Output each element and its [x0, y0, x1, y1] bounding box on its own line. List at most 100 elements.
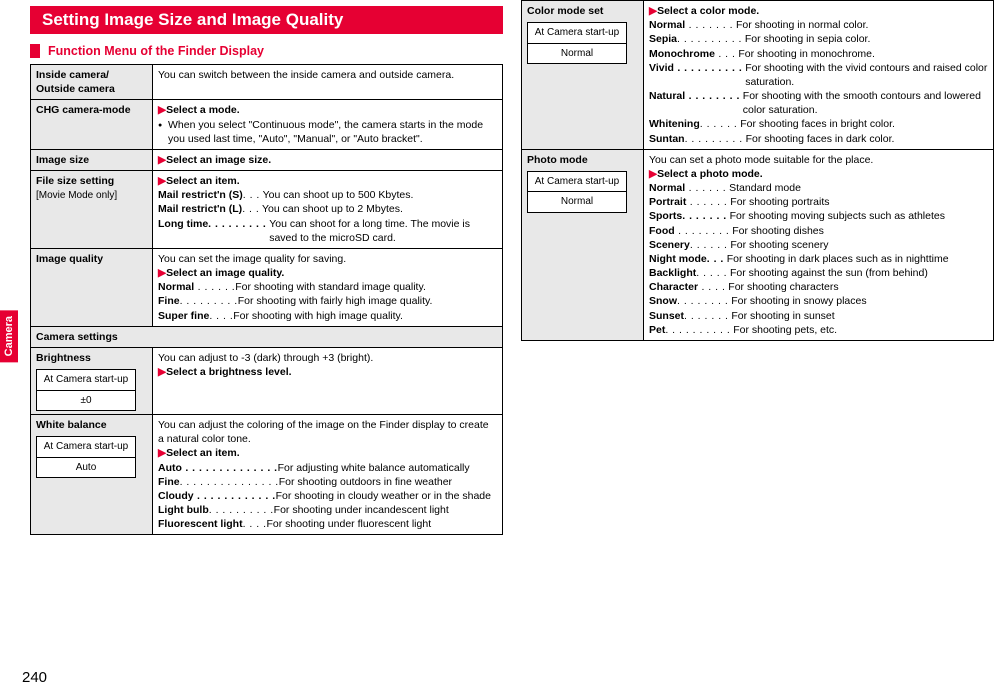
cell-label: Color mode set At Camera start-up Normal: [522, 1, 644, 150]
opt-desc: For shooting outdoors in fine weather: [279, 476, 452, 488]
dots: . . .: [242, 203, 259, 215]
opt-desc: For shooting faces in bright color.: [740, 118, 895, 130]
opt-desc: For shooting scenery: [730, 239, 828, 251]
row-camera-settings-head: Camera settings: [31, 326, 503, 347]
opt-row: Long time. . . . . . . . . You can shoot…: [158, 217, 497, 245]
dots: . . . . . . . .: [677, 295, 728, 307]
triangle-icon: ▶: [158, 267, 166, 279]
opt-term: Fine: [158, 295, 180, 307]
content-columns: Setting Image Size and Image Quality Fun…: [30, 0, 994, 662]
dots: . . .: [715, 48, 736, 60]
opt-row: Night mode. . . For shooting in dark pla…: [649, 252, 988, 266]
opt-row: Sepia. . . . . . . . . . For shooting in…: [649, 32, 988, 46]
opt-desc: For shooting with the smooth contours an…: [743, 89, 988, 117]
default-table: At Camera start-up ±0: [36, 369, 136, 411]
settings-table-left: Inside camera/ Outside camera You can sw…: [30, 64, 503, 535]
opt-term: Food: [649, 225, 675, 237]
opt-row: Whitening. . . . . . For shooting faces …: [649, 117, 988, 131]
dots: . . . . . .: [685, 182, 726, 194]
row-image-size: Image size ▶Select an image size.: [31, 149, 503, 170]
dots: . . . . . . . . .: [685, 133, 743, 145]
opt-desc: For adjusting white balance automaticall…: [278, 461, 497, 475]
label-line1: Inside camera/: [36, 69, 109, 81]
triangle-icon: ▶: [158, 175, 166, 187]
opt-term: Mail restrict'n (L): [158, 203, 242, 215]
cell-label: White balance At Camera start-up Auto: [31, 415, 153, 535]
right-column: Color mode set At Camera start-up Normal…: [521, 0, 994, 662]
cell-desc: ▶Select a mode. When you select "Continu…: [153, 100, 503, 150]
opt-desc: For shooting in dark places such as in n…: [727, 252, 988, 266]
head-text: Select an image size.: [166, 154, 271, 166]
dots: . . . . . . . . . .: [209, 504, 274, 516]
dots: . . . . . . .: [685, 19, 733, 31]
row-color-mode: Color mode set At Camera start-up Normal…: [522, 1, 994, 150]
opt-desc: For shooting faces in dark color.: [746, 133, 895, 145]
opt-desc: You can shoot up to 2 Mbytes.: [262, 203, 403, 215]
default-table: At Camera start-up Auto: [36, 436, 136, 478]
opt-desc: For shooting in sunset: [731, 310, 834, 322]
opt-term: Fine: [158, 476, 180, 488]
cell-desc: You can set the image quality for saving…: [153, 248, 503, 326]
label-text: Photo mode: [527, 154, 588, 166]
label-text: White balance: [36, 419, 107, 431]
opt-desc: For shooting with standard image quality…: [235, 281, 426, 293]
row-image-quality: Image quality You can set the image qual…: [31, 248, 503, 326]
span-head: Camera settings: [31, 326, 503, 347]
opt-desc: For shooting dishes: [732, 225, 824, 237]
default-key: At Camera start-up: [37, 437, 136, 458]
opt-row: Normal . . . . . . . For shooting in nor…: [649, 18, 988, 32]
row-inside-outside: Inside camera/ Outside camera You can sw…: [31, 65, 503, 100]
opt-row: Vivid . . . . . . . . . . For shooting w…: [649, 61, 988, 89]
settings-table-right: Color mode set At Camera start-up Normal…: [521, 0, 994, 341]
page-title: Setting Image Size and Image Quality: [30, 6, 503, 34]
cell-label: CHG camera-mode: [31, 100, 153, 150]
label-line2: Outside camera: [36, 83, 115, 95]
opt-term: Long time. . . . . . . . .: [158, 217, 269, 231]
default-key: At Camera start-up: [528, 23, 627, 44]
opt-desc: For shooting with high image quality.: [233, 310, 403, 322]
bullet-list: When you select "Continuous mode", the c…: [158, 118, 497, 146]
opt-term: Vivid . . . . . . . . . .: [649, 61, 745, 75]
opt-term: Pet: [649, 324, 665, 336]
opt-row: Suntan. . . . . . . . . For shooting fac…: [649, 132, 988, 146]
opt-term: Night mode. . .: [649, 252, 727, 266]
opt-row: Light bulb. . . . . . . . . .For shootin…: [158, 503, 497, 517]
bullet-item: When you select "Continuous mode", the c…: [158, 118, 497, 146]
dots: . . . . . .: [690, 239, 728, 251]
cell-label: Image quality: [31, 248, 153, 326]
opt-desc: You can shoot up to 500 Kbytes.: [263, 189, 414, 201]
dots: . . . . . .: [194, 281, 235, 293]
opt-row: Pet. . . . . . . . . . For shooting pets…: [649, 323, 988, 337]
label-text: File size setting: [36, 175, 114, 187]
opt-desc: For shooting pets, etc.: [733, 324, 837, 336]
opt-row: Monochrome . . . For shooting in monochr…: [649, 47, 988, 61]
opt-term: Cloudy . . . . . . . . . . . .: [158, 489, 276, 503]
cell-label: Inside camera/ Outside camera: [31, 65, 153, 100]
opt-term: Fluorescent light: [158, 518, 243, 530]
opt-term: Whitening: [649, 118, 700, 130]
opt-row: Auto . . . . . . . . . . . . . .For adju…: [158, 461, 497, 475]
row-photo-mode: Photo mode At Camera start-up Normal You…: [522, 149, 994, 340]
head-text: Select an image quality.: [166, 267, 284, 279]
section-heading: Function Menu of the Finder Display: [30, 44, 503, 58]
opt-desc: For shooting against the sun (from behin…: [730, 267, 928, 279]
opt-term: Normal: [649, 182, 685, 194]
opt-term: Super fine: [158, 310, 209, 322]
dots: . . . . .: [696, 267, 727, 279]
opt-row: Cloudy . . . . . . . . . . . .For shooti…: [158, 489, 497, 503]
intro-text: You can set a photo mode suitable for th…: [649, 154, 873, 166]
opt-term: Suntan: [649, 133, 685, 145]
head-text: Select an item.: [166, 447, 240, 459]
page-number: 240: [22, 669, 47, 686]
opt-term: Monochrome: [649, 48, 715, 60]
opt-desc: For shooting in cloudy weather or in the…: [276, 489, 497, 503]
opt-desc: For shooting portraits: [730, 196, 829, 208]
opt-row: Scenery. . . . . . For shooting scenery: [649, 238, 988, 252]
cell-label: Photo mode At Camera start-up Normal: [522, 149, 644, 340]
cell-desc: ▶Select an item. Mail restrict'n (S). . …: [153, 171, 503, 249]
label-text: Brightness: [36, 352, 91, 364]
opt-row: Snow. . . . . . . . For shooting in snow…: [649, 294, 988, 308]
dots: . . . .: [209, 310, 233, 322]
opt-term: Mail restrict'n (S): [158, 189, 243, 201]
cell-label: File size setting [Movie Mode only]: [31, 171, 153, 249]
